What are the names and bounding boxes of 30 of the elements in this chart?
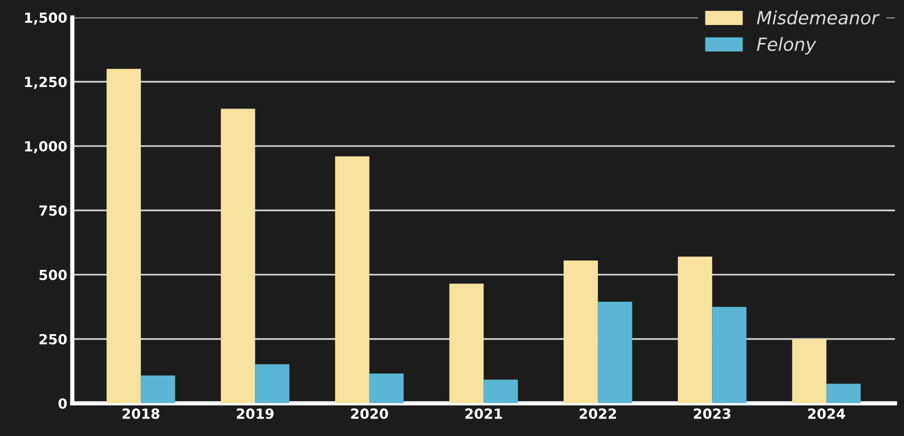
y-tick-label: 1,250 bbox=[25, 76, 67, 89]
legend-label: Felony bbox=[756, 37, 816, 55]
x-tick-label: 2019 bbox=[236, 408, 274, 419]
y-tick-label: 1,000 bbox=[25, 141, 67, 154]
y-tick-label: 0 bbox=[58, 398, 67, 409]
x-tick-label: 2022 bbox=[580, 408, 616, 419]
bar bbox=[220, 108, 256, 404]
y-tick-label: 500 bbox=[40, 270, 67, 280]
bar bbox=[484, 380, 518, 404]
y-tick-label: 750 bbox=[39, 205, 67, 216]
x-tick-label: 2020 bbox=[351, 408, 388, 419]
x-tick-label: 2021 bbox=[465, 408, 502, 419]
bar bbox=[564, 260, 598, 404]
bar bbox=[140, 376, 176, 404]
x-tick-label: 2024 bbox=[808, 408, 846, 419]
bar bbox=[792, 338, 826, 404]
bar bbox=[369, 373, 404, 404]
bar bbox=[598, 302, 632, 404]
x-tick-label: 2018 bbox=[122, 408, 160, 419]
x-tick-label: 2023 bbox=[694, 408, 730, 419]
bar bbox=[255, 364, 290, 404]
bar bbox=[826, 384, 861, 404]
bar bbox=[335, 156, 370, 404]
bar bbox=[106, 68, 141, 404]
y-tick-label: 1,500 bbox=[25, 12, 67, 25]
y-tick-label: 250 bbox=[40, 334, 67, 344]
bar bbox=[449, 284, 484, 404]
bar bbox=[712, 306, 746, 404]
bar bbox=[678, 256, 712, 404]
legend-label: Misdemeanor bbox=[756, 10, 880, 25]
